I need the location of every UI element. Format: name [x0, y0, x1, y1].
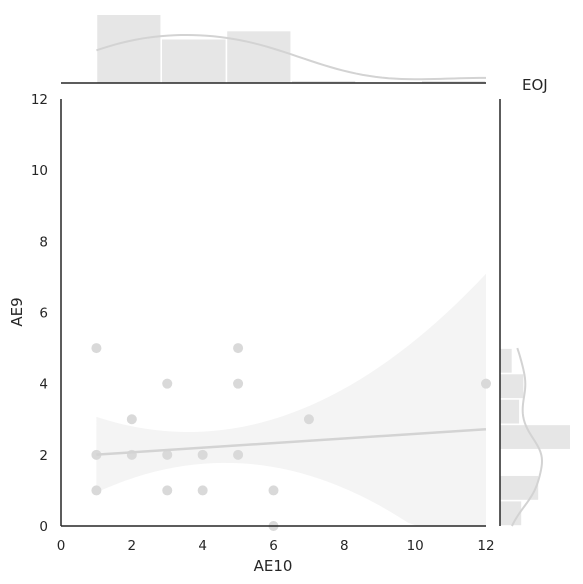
- x-axis-label: AE10: [254, 557, 293, 575]
- main-plot: 0 2 4 6 8 10 12 0 2 4 6 8 10 12: [31, 92, 495, 554]
- right-hist-bar: [500, 425, 570, 449]
- scatter-point: [162, 378, 173, 389]
- regression-line: [96, 427, 487, 456]
- y-tick-label: 4: [39, 377, 48, 393]
- x-tick-label: 10: [407, 538, 424, 554]
- top-kde-curve: [96, 33, 487, 81]
- right-marginal: [499, 99, 570, 527]
- y-tick-label: 12: [31, 92, 48, 108]
- x-tick-label: 2: [128, 538, 137, 554]
- scatter-point: [197, 449, 208, 460]
- x-tick-label: 0: [57, 538, 66, 554]
- right-hist-bar: [500, 475, 539, 500]
- top-hist-bar: [421, 80, 486, 83]
- scatter-point: [91, 343, 102, 354]
- y-axis-label: AE9: [8, 297, 26, 326]
- y-tick-label: 6: [39, 306, 48, 322]
- top-hist-bar: [292, 80, 356, 83]
- y-tick-label: 0: [39, 519, 48, 535]
- scatter-point: [233, 343, 244, 354]
- confidence-band: [96, 273, 487, 526]
- y-tick-label: 2: [39, 448, 48, 464]
- chart-title: EOJ: [522, 76, 548, 94]
- scatter-point: [268, 485, 279, 496]
- scatter-point: [91, 485, 102, 496]
- right-hist-bar: [500, 399, 520, 424]
- scatter-point: [197, 485, 208, 496]
- scatter-point: [91, 449, 102, 460]
- right-hist-bar: [500, 501, 522, 526]
- x-tick-label: 12: [477, 538, 494, 554]
- scatter-point: [303, 414, 314, 425]
- scatter-point: [162, 485, 173, 496]
- scatter-point: [162, 449, 173, 460]
- top-hist-bar: [97, 15, 161, 83]
- right-kde-curve: [511, 347, 544, 527]
- scatter-point: [233, 449, 244, 460]
- x-tick-label: 8: [340, 538, 349, 554]
- y-tick-label: 10: [31, 163, 48, 179]
- x-tick-label: 4: [198, 538, 207, 554]
- right-hist-bar: [500, 348, 512, 373]
- x-tick-label: 6: [269, 538, 278, 554]
- top-hist-bar: [162, 39, 226, 83]
- scatter-point: [481, 378, 491, 389]
- y-tick-label: 8: [39, 234, 48, 250]
- scatter-point: [126, 414, 137, 425]
- right-hist-bar: [500, 374, 524, 399]
- scatter-point: [233, 378, 244, 389]
- top-marginal: [61, 15, 487, 84]
